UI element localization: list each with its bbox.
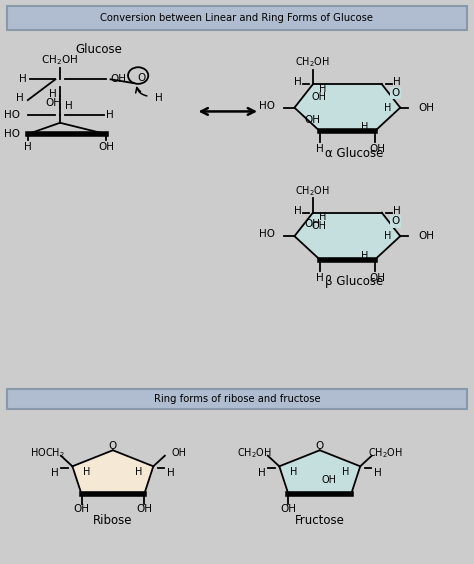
Text: H: H bbox=[316, 144, 324, 154]
Text: H: H bbox=[294, 206, 302, 216]
Text: H: H bbox=[291, 467, 298, 477]
Text: Ring forms of ribose and fructose: Ring forms of ribose and fructose bbox=[154, 394, 320, 404]
Text: OH: OH bbox=[369, 144, 385, 154]
Text: H: H bbox=[383, 103, 391, 113]
Text: HO: HO bbox=[259, 229, 275, 239]
Text: H: H bbox=[19, 74, 27, 85]
Text: HO: HO bbox=[4, 129, 20, 139]
Text: H: H bbox=[374, 468, 382, 478]
Text: β Glucose: β Glucose bbox=[325, 275, 383, 288]
Text: HO: HO bbox=[4, 110, 20, 120]
Text: O: O bbox=[392, 217, 400, 226]
Text: α Glucose: α Glucose bbox=[325, 147, 383, 160]
Text: OH: OH bbox=[98, 142, 114, 152]
Bar bbox=[7, 389, 467, 409]
Text: $\mathregular{CH_2OH}$: $\mathregular{CH_2OH}$ bbox=[295, 184, 330, 198]
Text: $\mathregular{CH_2OH}$: $\mathregular{CH_2OH}$ bbox=[295, 55, 330, 69]
Text: H: H bbox=[155, 93, 163, 103]
Text: $\mathregular{CH_2OH}$: $\mathregular{CH_2OH}$ bbox=[237, 446, 272, 460]
Text: OH: OH bbox=[321, 475, 337, 485]
Text: Ribose: Ribose bbox=[93, 514, 133, 527]
Text: OH: OH bbox=[419, 103, 435, 113]
Text: Conversion between Linear and Ring Forms of Glucose: Conversion between Linear and Ring Forms… bbox=[100, 13, 374, 23]
Text: $\mathregular{CH_2OH}$: $\mathregular{CH_2OH}$ bbox=[42, 54, 79, 67]
Text: H: H bbox=[16, 93, 24, 103]
Text: OH: OH bbox=[171, 448, 186, 458]
Text: H: H bbox=[392, 77, 401, 87]
Text: $\mathregular{HOCH_2}$: $\mathregular{HOCH_2}$ bbox=[30, 446, 64, 460]
Text: O: O bbox=[316, 441, 324, 451]
Text: H: H bbox=[319, 212, 327, 222]
Text: OH: OH bbox=[305, 114, 320, 125]
Polygon shape bbox=[279, 450, 360, 495]
Text: OH: OH bbox=[419, 231, 435, 241]
Text: Fructose: Fructose bbox=[295, 514, 345, 527]
Text: H: H bbox=[383, 231, 391, 241]
Text: H: H bbox=[167, 468, 174, 478]
Text: H: H bbox=[83, 467, 91, 477]
Text: H: H bbox=[49, 90, 57, 99]
Text: OH: OH bbox=[311, 92, 326, 103]
Text: OH: OH bbox=[45, 98, 61, 108]
Text: H: H bbox=[135, 467, 142, 477]
Text: H: H bbox=[392, 206, 401, 216]
Text: H: H bbox=[319, 84, 327, 94]
Text: OH: OH bbox=[305, 219, 320, 229]
Text: O: O bbox=[138, 73, 146, 83]
Text: H: H bbox=[361, 122, 368, 133]
Text: $\mathregular{CH_2OH}$: $\mathregular{CH_2OH}$ bbox=[368, 446, 403, 460]
Text: H: H bbox=[106, 110, 114, 120]
FancyArrowPatch shape bbox=[136, 87, 147, 96]
Text: H: H bbox=[316, 273, 324, 283]
Text: OH: OH bbox=[110, 74, 127, 85]
Text: O: O bbox=[392, 88, 400, 98]
Text: H: H bbox=[24, 142, 32, 152]
Polygon shape bbox=[73, 450, 153, 495]
Text: H: H bbox=[361, 251, 368, 261]
Text: OH: OH bbox=[281, 504, 297, 514]
Text: H: H bbox=[342, 467, 349, 477]
Polygon shape bbox=[294, 84, 400, 131]
Text: H: H bbox=[65, 101, 73, 111]
Text: O: O bbox=[109, 441, 117, 451]
Text: H: H bbox=[258, 468, 266, 478]
Text: OH: OH bbox=[73, 504, 90, 514]
Text: H: H bbox=[294, 77, 302, 87]
Bar bbox=[7, 6, 467, 30]
Text: H: H bbox=[51, 468, 59, 478]
Text: OH: OH bbox=[311, 221, 326, 231]
Polygon shape bbox=[294, 213, 400, 259]
Text: OH: OH bbox=[369, 273, 385, 283]
Text: Glucose: Glucose bbox=[76, 43, 122, 56]
Text: OH: OH bbox=[136, 504, 152, 514]
Text: HO: HO bbox=[259, 101, 275, 111]
